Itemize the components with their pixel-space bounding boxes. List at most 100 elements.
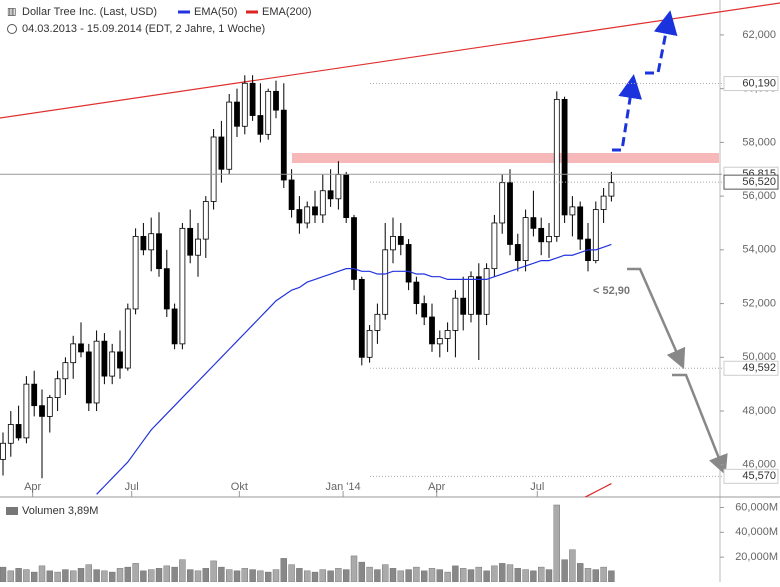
x-tick-label: Apr (24, 481, 41, 493)
candle-body (241, 82, 248, 127)
volume-bar (155, 568, 163, 583)
level-label: 56,520 (742, 176, 776, 188)
volume-bar (592, 569, 599, 583)
volume-bar (428, 568, 436, 583)
volume-bar (132, 563, 139, 583)
candle-body (140, 236, 147, 251)
volume-bar (241, 568, 249, 583)
candle-body (358, 278, 365, 358)
candle-body (561, 99, 568, 216)
x-tick-label: Apr (428, 481, 445, 493)
candle-body (296, 209, 303, 224)
level-box (723, 76, 779, 92)
volume-bar (296, 568, 303, 583)
volume-bar (23, 569, 30, 583)
candle-body (117, 351, 123, 369)
volume-bar (288, 564, 295, 583)
volume-bar (600, 566, 607, 583)
candle-body (569, 206, 576, 216)
volume-bar (38, 565, 46, 583)
volume-bar (218, 566, 225, 583)
candle-body (507, 182, 513, 245)
volume-bar (538, 566, 545, 583)
volume-bar (272, 569, 280, 583)
forecast-arrow (645, 10, 678, 75)
volume-bar (101, 570, 108, 583)
candle-body (600, 195, 607, 210)
y-tick-label: 40,000M (735, 526, 778, 538)
volume-bar (530, 570, 537, 583)
price-pane (0, 75, 615, 497)
y-tick-label: 54,000 (742, 244, 776, 256)
y-tick-label: 56,000 (742, 190, 776, 202)
volume-bar (280, 558, 287, 583)
candle-body (288, 179, 295, 210)
volume-bar (311, 571, 319, 583)
volume-bar (405, 569, 412, 583)
volume-icon (6, 507, 18, 515)
candle-body (327, 190, 334, 200)
volume-bar (327, 570, 334, 583)
candle-body (312, 206, 318, 216)
volume-bar (335, 568, 342, 583)
volume-bar (163, 565, 171, 583)
volume-bar (140, 570, 147, 583)
candle-body (163, 268, 170, 310)
candle-body (54, 378, 61, 398)
volume-bar (304, 570, 311, 583)
candle-body (78, 343, 84, 353)
volume-bar (608, 570, 615, 583)
candle-body (257, 115, 264, 135)
candle-body (15, 424, 22, 439)
volume-bar (561, 559, 568, 583)
volume-bar (374, 569, 381, 583)
candle-body (280, 109, 287, 181)
candle-body (351, 217, 357, 280)
volume-bar (569, 549, 576, 583)
volume-bar (116, 568, 124, 583)
candle-body (62, 362, 69, 380)
volume-bar (577, 563, 584, 583)
legend-label: EMA(200) (262, 6, 312, 18)
volume-bar (350, 555, 358, 583)
level-label: 49,592 (742, 362, 776, 374)
volume-bar (467, 569, 475, 583)
candle-body (546, 236, 552, 243)
volume-bar (382, 564, 389, 583)
candle-body (109, 351, 116, 377)
trend-line (0, 2, 780, 119)
level-box (723, 174, 779, 190)
annotation: < 52,90 (593, 285, 630, 297)
volume-bar (77, 568, 85, 583)
volume-bar (108, 571, 116, 583)
candle-body (421, 303, 428, 318)
volume-bar (475, 566, 482, 583)
volume-bar (389, 568, 397, 583)
y-tick-label: 62,000 (742, 29, 776, 41)
volume-bar (210, 560, 217, 583)
candle-body (405, 244, 412, 283)
y-tick-label: 60,000M (735, 501, 778, 513)
volume-bar (62, 569, 69, 583)
volume-bar (413, 566, 420, 583)
volume-bar (358, 561, 365, 583)
volume-bar (483, 570, 490, 583)
volume-bar (249, 569, 256, 583)
candle-body (179, 227, 186, 345)
clock-icon (7, 24, 17, 34)
y-tick-label: 52,000 (742, 297, 776, 309)
volume-bar (7, 570, 15, 583)
candle-body (460, 297, 467, 315)
volume-bar (186, 569, 194, 583)
volume-bar (452, 565, 459, 583)
ema-line (584, 483, 612, 497)
x-tick-label: Okt (231, 481, 248, 493)
ema-line (96, 243, 612, 495)
volume-bar (584, 568, 592, 583)
volume-bar (233, 570, 241, 583)
candle-body (156, 233, 162, 270)
volume-bar (54, 571, 61, 583)
candle-body (319, 190, 326, 216)
candle-body (124, 308, 131, 369)
volume-bar (421, 570, 428, 583)
